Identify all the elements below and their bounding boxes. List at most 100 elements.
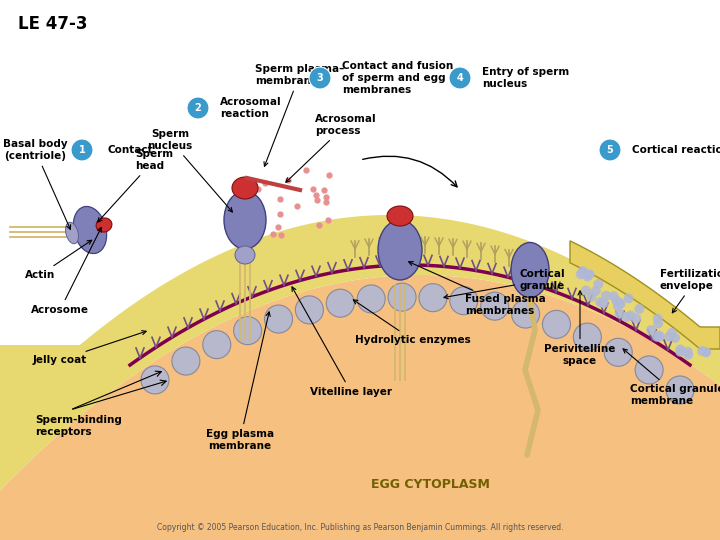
Circle shape [234,316,261,345]
Text: LE 47-3: LE 47-3 [18,15,88,33]
Text: Contact and fusion
of sperm and egg
membranes: Contact and fusion of sperm and egg memb… [342,62,454,94]
Ellipse shape [511,242,549,298]
Text: Jelly coat: Jelly coat [33,330,146,365]
Text: 3: 3 [317,73,323,83]
Circle shape [701,347,711,357]
Circle shape [608,291,618,301]
Circle shape [576,269,585,279]
Ellipse shape [232,177,258,199]
Circle shape [598,298,608,308]
Circle shape [615,309,624,319]
Circle shape [666,376,694,404]
Circle shape [172,347,200,375]
Text: Sperm
nucleus: Sperm nucleus [148,129,233,212]
Circle shape [654,330,664,340]
Circle shape [701,347,711,357]
Circle shape [611,296,621,306]
Circle shape [615,298,624,308]
Circle shape [604,338,632,366]
Circle shape [646,325,656,335]
Ellipse shape [66,222,78,244]
Circle shape [621,312,631,322]
Circle shape [512,300,539,328]
Text: 2: 2 [194,103,202,113]
Text: Copyright © 2005 Pearson Education, Inc. Publishing as Pearson Benjamin Cummings: Copyright © 2005 Pearson Education, Inc.… [157,523,563,532]
Circle shape [653,314,662,323]
Circle shape [683,347,693,357]
Circle shape [624,293,634,303]
Circle shape [652,332,662,342]
Circle shape [203,330,231,359]
Circle shape [449,67,471,89]
Text: Acrosome: Acrosome [31,227,102,315]
Polygon shape [0,215,720,491]
Circle shape [653,319,663,328]
Text: Cortical reaction: Cortical reaction [632,145,720,155]
Circle shape [581,286,591,295]
Circle shape [357,285,385,313]
Circle shape [582,272,593,281]
Text: Acrosomal
process: Acrosomal process [286,114,377,182]
Circle shape [419,284,447,312]
Text: Perivitelline
space: Perivitelline space [544,291,616,366]
Ellipse shape [387,206,413,226]
Ellipse shape [96,218,112,232]
Circle shape [631,313,641,323]
Circle shape [450,287,478,315]
Text: 4: 4 [456,73,464,83]
Circle shape [697,346,707,356]
Text: Cortical
granule: Cortical granule [444,269,566,299]
Circle shape [264,305,292,333]
Circle shape [587,292,596,302]
Ellipse shape [224,191,266,249]
Circle shape [675,345,685,354]
Circle shape [295,296,323,324]
Text: 1: 1 [78,145,86,155]
Circle shape [187,97,209,119]
Circle shape [580,269,590,279]
Circle shape [613,301,623,311]
Circle shape [309,67,331,89]
Circle shape [591,286,601,296]
Circle shape [599,139,621,161]
Circle shape [664,332,674,342]
Circle shape [683,350,693,360]
Circle shape [601,291,611,301]
Text: Cortical granule
membrane: Cortical granule membrane [623,349,720,406]
Polygon shape [0,275,720,540]
Text: Acrosomal
reaction: Acrosomal reaction [220,97,282,119]
Circle shape [654,332,665,341]
Circle shape [585,269,595,279]
Circle shape [71,139,93,161]
Text: Fused plasma
membranes: Fused plasma membranes [409,261,546,316]
Text: 5: 5 [607,145,613,155]
Text: Fertilization
envelope: Fertilization envelope [660,269,720,313]
Ellipse shape [378,220,422,280]
Circle shape [634,304,644,314]
Text: Sperm
head: Sperm head [98,149,173,222]
Text: Actin: Actin [24,240,91,280]
Ellipse shape [73,206,107,254]
Text: Egg plasma
membrane: Egg plasma membrane [206,312,274,451]
Text: Hydrolytic enzymes: Hydrolytic enzymes [354,300,471,345]
Text: EGG CYTOPLASM: EGG CYTOPLASM [371,478,490,491]
Circle shape [626,310,636,321]
Text: Contact: Contact [107,145,153,155]
Text: Sperm-binding
receptors: Sperm-binding receptors [35,415,122,437]
Ellipse shape [235,246,255,264]
Circle shape [670,333,680,343]
Text: Entry of sperm
nucleus: Entry of sperm nucleus [482,67,570,89]
Circle shape [326,289,354,317]
Circle shape [595,297,606,307]
Circle shape [577,266,588,276]
Circle shape [141,366,169,394]
Circle shape [616,299,626,309]
Text: Basal body
(centriole): Basal body (centriole) [3,139,71,230]
Circle shape [667,328,677,338]
Circle shape [583,269,593,280]
Circle shape [635,356,663,384]
Text: Sperm plasma–
membrane: Sperm plasma– membrane [255,64,344,166]
Circle shape [593,279,603,289]
Circle shape [481,292,509,320]
Polygon shape [570,241,720,349]
